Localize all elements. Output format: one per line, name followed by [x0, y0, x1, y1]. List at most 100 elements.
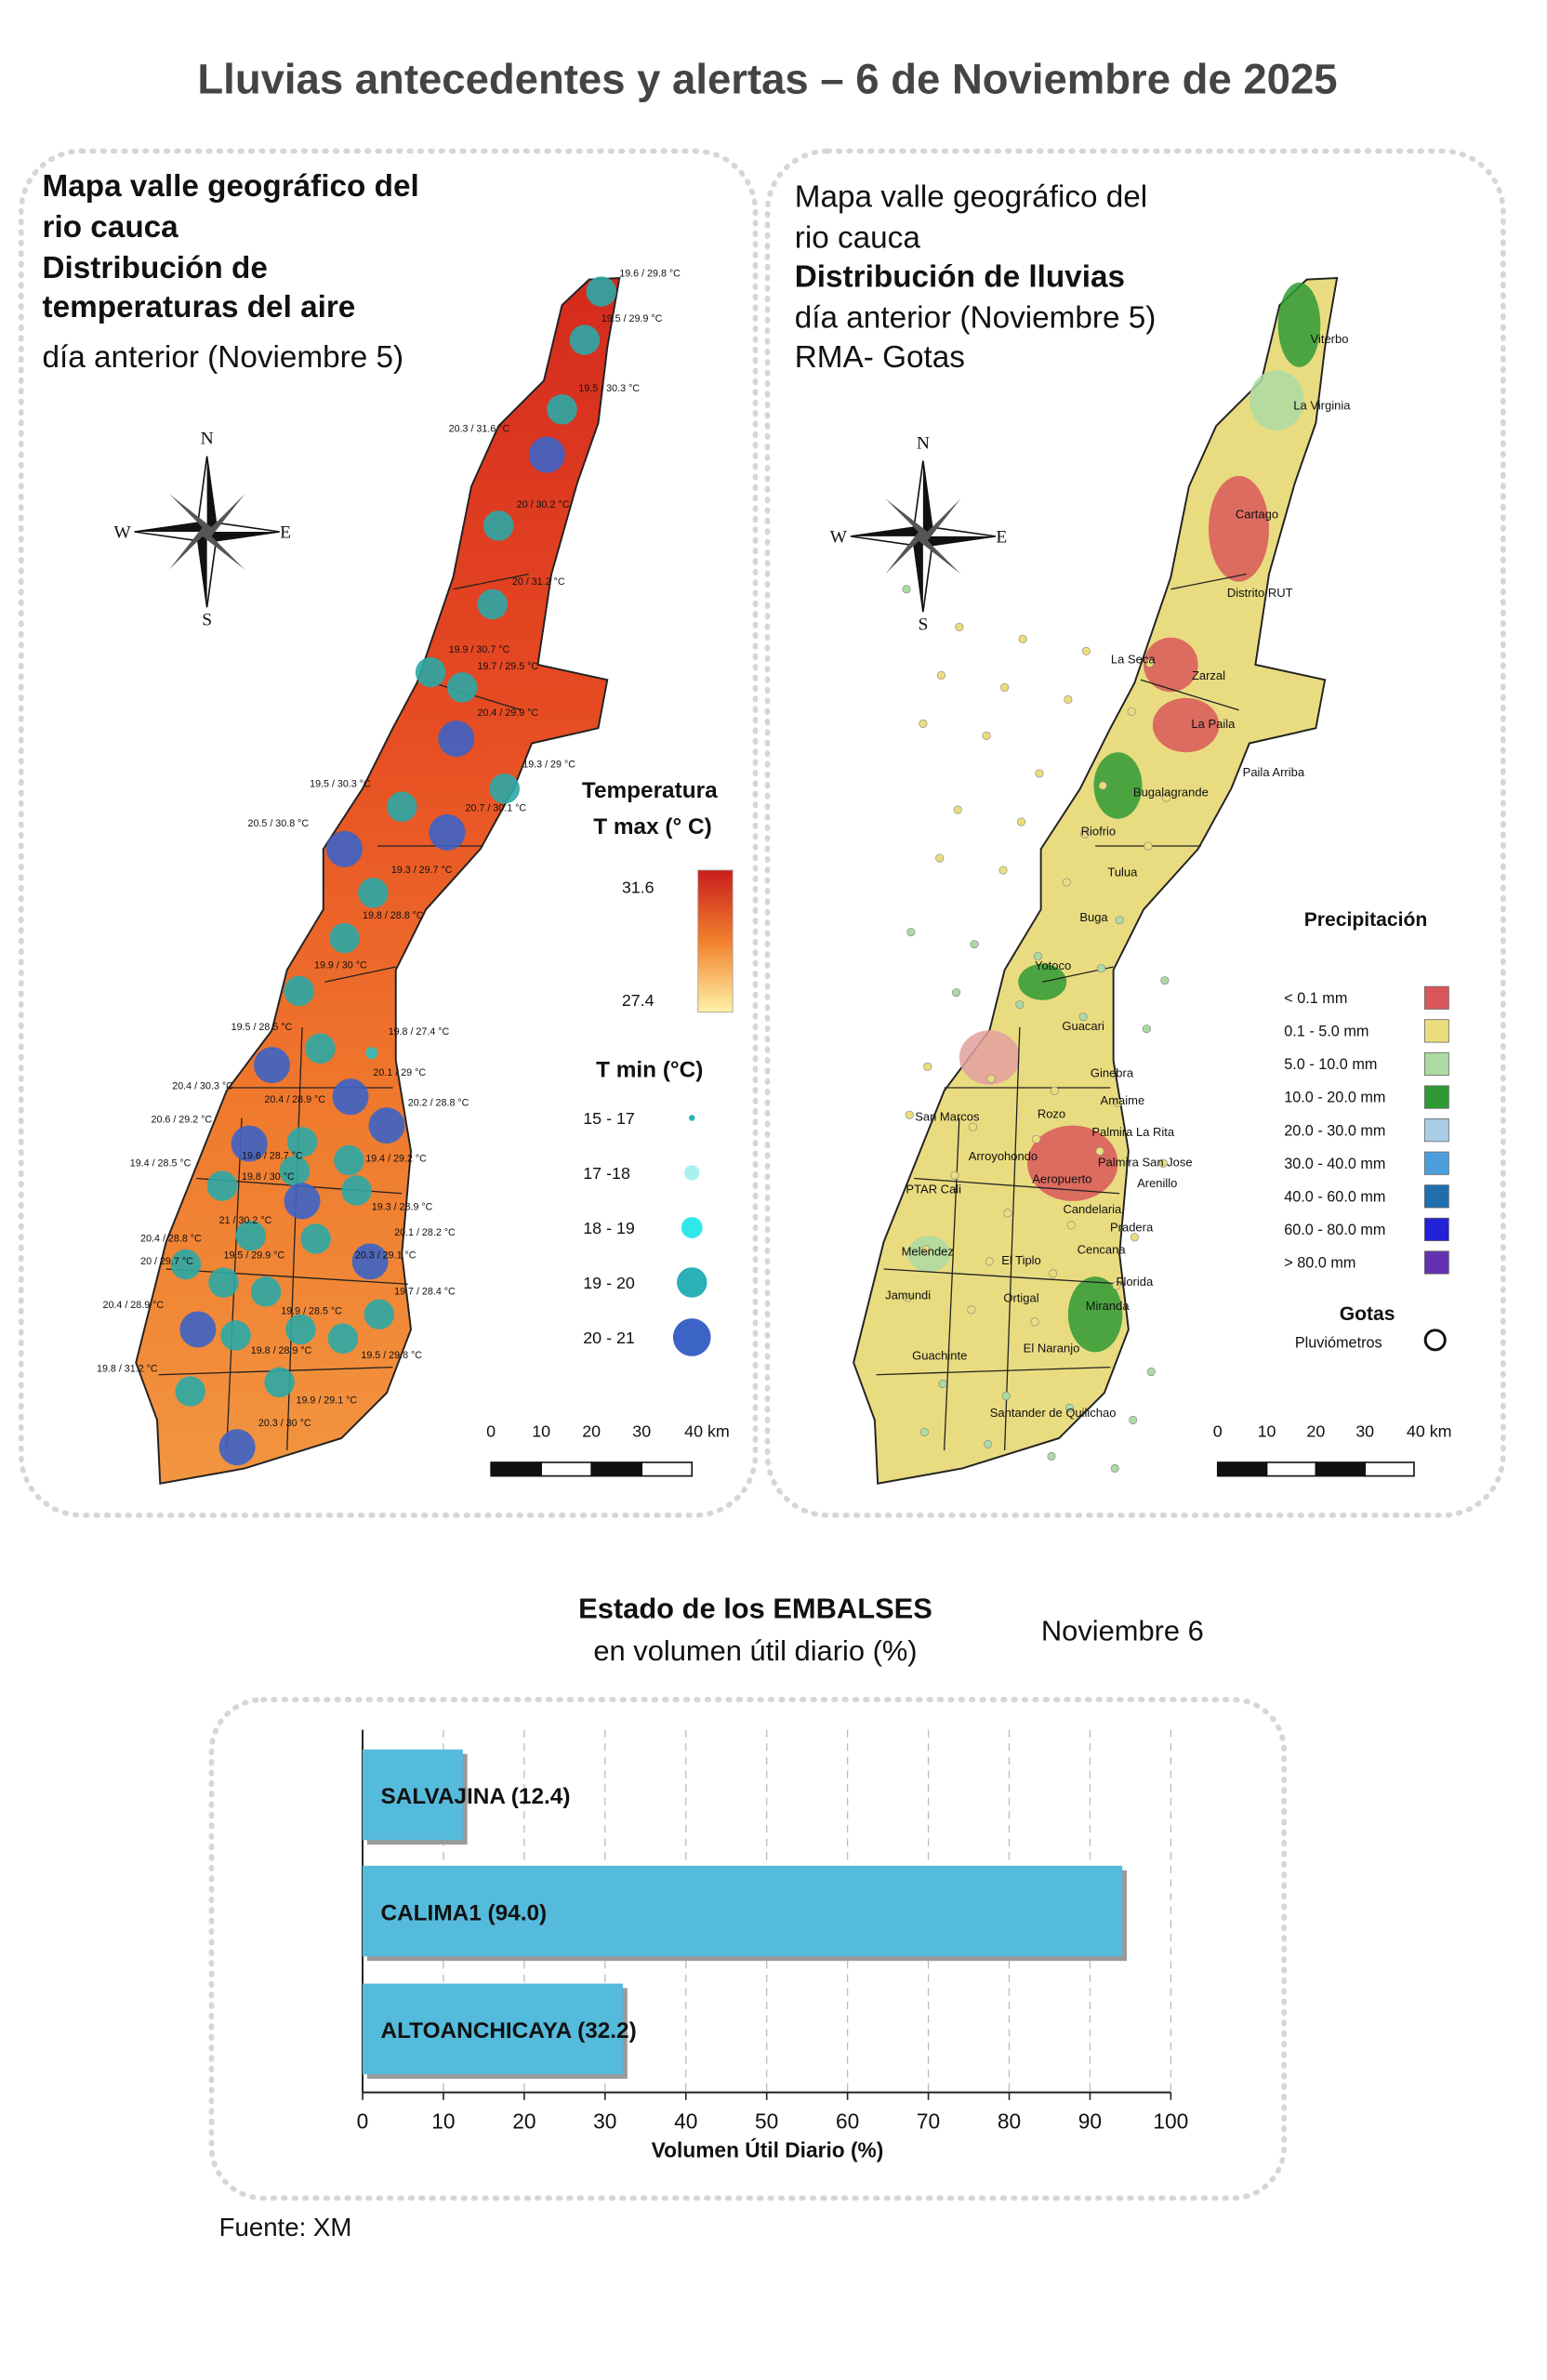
x-tick-label: 70: [917, 2109, 940, 2134]
gauge-dot: [1064, 1403, 1075, 1413]
station-marker: [365, 1047, 378, 1060]
map-heading: Mapa valle geográfico del: [43, 169, 419, 204]
gauge-dot: [919, 1427, 930, 1437]
gauge-dot: [1146, 1367, 1156, 1377]
bar-label: CALIMA1 (94.0): [381, 1900, 548, 1925]
legend-title: Temperatura: [582, 778, 718, 803]
legend-symbol: [677, 1267, 707, 1298]
legend-swatch: [1423, 1250, 1449, 1275]
rain-zone: [959, 1030, 1020, 1085]
scale-segment: [1364, 1461, 1415, 1477]
station-marker: [326, 830, 364, 867]
station-label: 20.4 / 28.9 °C: [103, 1300, 165, 1311]
station-marker: [218, 1429, 256, 1466]
station-marker: [170, 1249, 202, 1280]
town-label: Distrito RUT: [1227, 586, 1293, 600]
bar-label: ALTOANCHICAYA (32.2): [381, 2018, 637, 2043]
rain-zone: [1026, 1125, 1118, 1201]
legend-value: 27.4: [622, 991, 654, 1010]
station-marker: [208, 1267, 239, 1298]
legend-symbol: [689, 1115, 695, 1121]
legend-item: 19 - 20: [583, 1274, 635, 1292]
station-label: 21 / 30.2 °C: [219, 1215, 272, 1226]
station-label: 20 / 31.2 °C: [512, 576, 565, 588]
gauge-dot: [970, 940, 979, 949]
gauge-dot: [1113, 1098, 1123, 1107]
station-label: 20 / 30.2 °C: [517, 499, 570, 510]
map-heading: Mapa valle geográfico del: [795, 180, 1147, 215]
station-label: 19.4 / 29.2 °C: [365, 1154, 427, 1165]
station-label: 19.6 / 28.7 °C: [242, 1150, 303, 1161]
gauge-dot: [1050, 1086, 1059, 1095]
station-marker: [586, 276, 617, 307]
x-tick-label: 100: [1153, 2109, 1188, 2134]
source-note: Fuente: XM: [219, 2213, 352, 2241]
map-subheading: día anterior (Noviembre 5): [795, 301, 1157, 336]
x-axis-label: Volumen Útil Diario (%): [652, 2137, 884, 2162]
legend-item: 20.0 - 30.0 mm: [1284, 1122, 1385, 1139]
gauge-dot: [1032, 1134, 1041, 1144]
map-heading: Distribución de: [43, 251, 268, 285]
region-border: [165, 1268, 408, 1285]
x-tick-label: 80: [998, 2109, 1021, 2134]
town-label: Guacari: [1062, 1019, 1104, 1033]
gauge-dot: [953, 805, 962, 814]
rain-zone: [1144, 637, 1198, 693]
station-label: 20.6 / 29.2 °C: [152, 1114, 213, 1125]
station-marker: [327, 1323, 359, 1354]
scale-label: 30: [1355, 1421, 1374, 1440]
map-area: [853, 276, 1339, 1485]
station-marker: [264, 1367, 295, 1398]
panel-frame: [208, 1697, 1288, 2202]
legend-item: Pluviómetros: [1295, 1334, 1382, 1351]
station-label: 19.9 / 29.1 °C: [297, 1395, 358, 1407]
station-marker: [279, 1156, 311, 1186]
town-label: Palmira La Rita: [1091, 1125, 1175, 1139]
station-label: 19.9 / 28.5 °C: [281, 1306, 342, 1317]
station-label: 20.4 / 28.9 °C: [264, 1094, 325, 1105]
gauge-dot: [935, 853, 945, 863]
gauge-dot: [1064, 694, 1073, 704]
station-label: 19.5 / 29.8 °C: [361, 1350, 422, 1361]
legend-swatch: [1423, 1019, 1449, 1043]
gauge-dot: [950, 1170, 959, 1180]
legend-swatch: [1423, 1118, 1449, 1143]
compass: [134, 456, 280, 608]
gauge-dot: [921, 1245, 931, 1254]
station-marker: [483, 510, 514, 541]
legend-item: > 80.0 mm: [1284, 1255, 1355, 1272]
town-label: El Naranjo: [1024, 1341, 1080, 1355]
bar-label: SALVAJINA (12.4): [381, 1784, 571, 1809]
station-marker: [334, 1144, 364, 1176]
legend-item: 5.0 - 10.0 mm: [1284, 1056, 1377, 1073]
gauge-dot: [1000, 682, 1010, 692]
station-marker: [447, 672, 478, 703]
town-label: Jamundi: [885, 1288, 931, 1302]
town-label: Buga: [1079, 910, 1108, 924]
gauge-dot: [1049, 1269, 1058, 1278]
region-border: [883, 1268, 1126, 1285]
gauge-dot: [1001, 1391, 1011, 1401]
legend-value: 31.6: [622, 878, 654, 896]
station-marker: [569, 324, 601, 355]
gauge-dot: [1115, 916, 1124, 925]
rain-map: [853, 276, 1339, 1485]
station-label: 19.7 / 29.5 °C: [478, 661, 539, 672]
legend-title: T max (° C): [593, 814, 712, 840]
station-label: 19.4 / 28.5 °C: [130, 1157, 192, 1169]
legend-item: 15 - 17: [583, 1109, 635, 1128]
town-label: Arroyohondo: [969, 1149, 1038, 1163]
town-label: Yotoco: [1035, 959, 1071, 972]
station-label: 20.4 / 30.3 °C: [172, 1081, 233, 1092]
x-tick-label: 60: [836, 2109, 859, 2134]
station-label: 19.3 / 28.9 °C: [372, 1202, 433, 1213]
town-label: Ortigal: [1003, 1291, 1038, 1305]
station-label: 19.8 / 28.9 °C: [251, 1345, 312, 1356]
station-label: 19.3 / 29.7 °C: [391, 865, 453, 876]
rain-zone: [1249, 370, 1304, 431]
scale-segment: [1315, 1461, 1366, 1477]
station-marker: [285, 1314, 316, 1345]
town-label: Florida: [1117, 1275, 1154, 1289]
bar: [363, 1983, 623, 2075]
